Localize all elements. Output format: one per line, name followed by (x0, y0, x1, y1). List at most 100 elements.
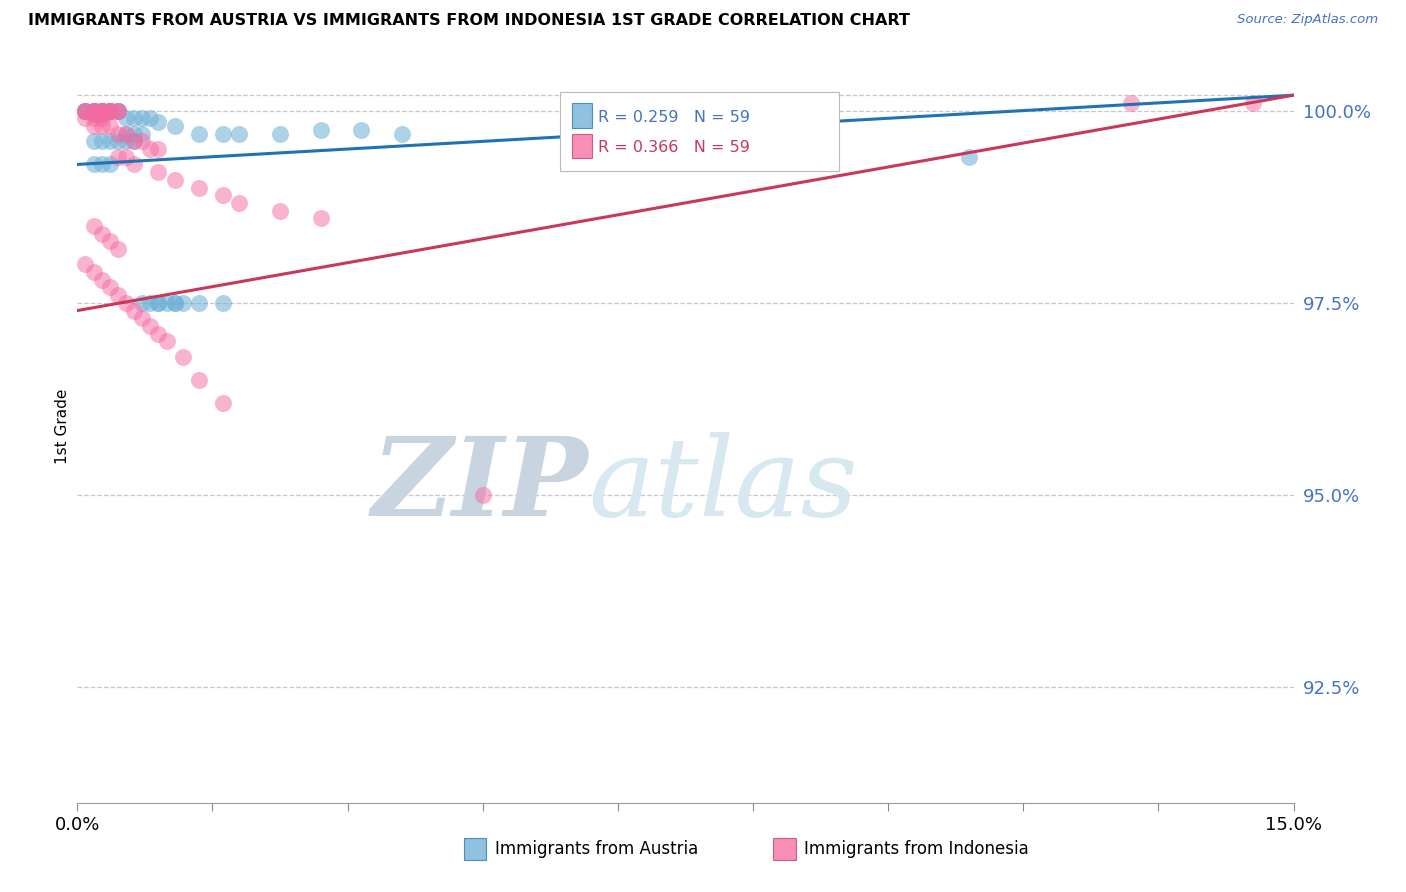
Point (228, 195, 250, 210)
Point (83, 103, 105, 118)
Point (1241, 95, 1264, 110)
Text: Immigrants from Indonesia: Immigrants from Indonesia (804, 840, 1029, 858)
Point (172, 350, 194, 364)
Point (83, 103, 105, 118)
Point (98, 103, 121, 118)
Point (75, 103, 97, 118)
Point (98, 103, 121, 118)
Point (90, 107, 112, 121)
Point (83, 265, 105, 279)
Point (98, 235, 121, 249)
Point (83, 112, 105, 126)
Point (107, 134, 129, 148)
Point (115, 150, 138, 164)
Point (98, 103, 121, 118)
Point (107, 103, 129, 118)
Point (131, 296, 153, 310)
Point (75, 103, 97, 118)
Point (90, 103, 112, 118)
Point (139, 142, 162, 156)
Point (107, 103, 129, 118)
Point (90, 103, 112, 118)
Point (107, 288, 129, 302)
Point (75, 103, 97, 118)
Point (122, 127, 145, 141)
Point (107, 103, 129, 118)
Point (115, 112, 138, 126)
Point (107, 242, 129, 256)
Point (98, 134, 121, 148)
Point (122, 112, 145, 126)
Point (148, 326, 170, 341)
Point (163, 296, 186, 310)
Point (796, 150, 818, 164)
Point (83, 107, 105, 121)
Point (188, 127, 211, 141)
Text: R = 0.259   N = 59: R = 0.259 N = 59 (598, 110, 749, 125)
Point (163, 119, 186, 133)
Point (139, 318, 162, 333)
Point (122, 303, 145, 318)
Point (98, 157, 121, 171)
Point (148, 165, 170, 179)
Point (148, 296, 170, 310)
Point (90, 112, 112, 126)
Point (148, 296, 170, 310)
Point (90, 103, 112, 118)
Point (212, 296, 235, 310)
Point (131, 134, 153, 148)
Y-axis label: 1st Grade: 1st Grade (55, 388, 70, 464)
Point (115, 134, 138, 148)
Point (122, 134, 145, 148)
Point (98, 103, 121, 118)
Point (90, 103, 112, 118)
Point (83, 103, 105, 118)
Text: Immigrants from Austria: Immigrants from Austria (495, 840, 699, 858)
Point (98, 103, 121, 118)
Point (471, 488, 494, 502)
Point (83, 103, 105, 118)
Point (309, 123, 332, 137)
Point (90, 107, 112, 121)
Point (131, 127, 153, 141)
Point (212, 396, 235, 410)
Point (163, 296, 186, 310)
Text: atlas: atlas (588, 433, 858, 540)
Point (83, 103, 105, 118)
Point (131, 311, 153, 326)
Point (90, 134, 112, 148)
Point (90, 273, 112, 287)
Point (228, 127, 250, 141)
Point (90, 103, 112, 118)
Point (269, 127, 291, 141)
Point (98, 280, 121, 294)
Point (148, 142, 170, 156)
Point (1121, 95, 1143, 110)
Text: IMMIGRANTS FROM AUSTRIA VS IMMIGRANTS FROM INDONESIA 1ST GRADE CORRELATION CHART: IMMIGRANTS FROM AUSTRIA VS IMMIGRANTS FR… (28, 13, 910, 29)
Point (139, 296, 162, 310)
Point (115, 296, 138, 310)
Point (309, 211, 332, 226)
Point (83, 107, 105, 121)
Point (83, 119, 105, 133)
Point (90, 157, 112, 171)
Point (83, 157, 105, 171)
Point (75, 112, 97, 126)
Point (90, 103, 112, 118)
Point (83, 103, 105, 118)
Point (90, 119, 112, 133)
Point (139, 112, 162, 126)
Point (90, 103, 112, 118)
Point (350, 123, 373, 137)
Point (90, 103, 112, 118)
Point (98, 103, 121, 118)
Text: R = 0.366   N = 59: R = 0.366 N = 59 (598, 140, 749, 155)
Point (107, 150, 129, 164)
Point (115, 127, 138, 141)
Point (155, 334, 177, 349)
Point (188, 180, 211, 194)
Point (212, 188, 235, 202)
Point (90, 227, 112, 241)
Point (155, 296, 177, 310)
Point (115, 127, 138, 141)
